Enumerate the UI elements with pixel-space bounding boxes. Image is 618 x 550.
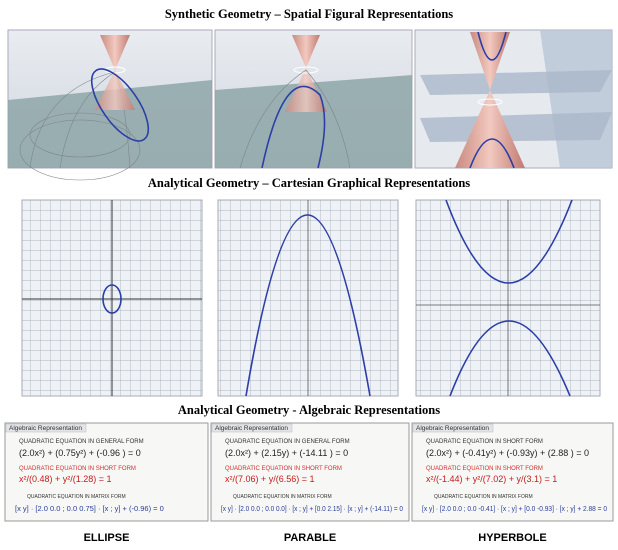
matrix-equation: [x y] · [2.0 0.0 ; 0.0 -0.41] · [x ; y] … <box>422 504 607 513</box>
spatial-parabola <box>215 30 412 168</box>
general-label: QUADRATIC EQUATION IN GENERAL FORM <box>19 439 144 445</box>
matrix-equation: [x y] · [2.0 0.0 ; 0.0 0.0] · [x ; y] + … <box>221 504 403 513</box>
short-equation: x²/(-1.44) + y²/(7.02) + y/(3.1) = 1 <box>426 474 557 484</box>
graph-parabola <box>218 200 398 396</box>
matrix-label: QUADRATIC EQUATION IN MATRIX FORM <box>233 494 332 500</box>
short-equation: x²/(0.48) + y²/(1.28) = 1 <box>19 474 112 484</box>
general-label: QUADRATIC EQUATION IN GENERAL FORM <box>225 439 350 445</box>
general-equation: (2.0x²) + (-0.41y²) + (-0.93y) + (2.88 )… <box>426 448 589 458</box>
short-label: QUADRATIC EQUATION IN SHORT FORM <box>426 466 543 472</box>
general-equation: (2.0x²) + (0.75y²) + (-0.96 ) = 0 <box>19 448 141 458</box>
section-title: Synthetic Geometry – Spatial Figural Rep… <box>165 7 453 21</box>
shape-name: PARABLE <box>284 532 336 544</box>
short-label: QUADRATIC EQUATION IN SHORT FORM <box>225 466 342 472</box>
shape-name: HYPERBOLE <box>478 532 546 544</box>
spatial-ellipse <box>8 30 212 180</box>
panel-tab-label: Algebraic Representation <box>416 425 489 432</box>
matrix-equation: [x y] · [2.0 0.0 ; 0.0 0.75] · [x ; y] +… <box>15 504 164 513</box>
section-title: Analytical Geometry - Algebraic Represen… <box>178 403 440 417</box>
section-title: Analytical Geometry – Cartesian Graphica… <box>148 176 470 190</box>
matrix-label: QUADRATIC EQUATION IN MATRIX FORM <box>27 494 126 500</box>
general-equation: (2.0x²) + (2.15y) + (-14.11 ) = 0 <box>225 448 348 458</box>
graph-ellipse <box>22 200 202 396</box>
short-equation: x²/(7.06) + y/(6.56) = 1 <box>225 474 315 484</box>
figure: Synthetic Geometry – Spatial Figural Rep… <box>0 0 618 550</box>
shape-name: ELLIPSE <box>84 532 130 544</box>
panel-tab-label: Algebraic Representation <box>215 425 288 432</box>
general-label: QUADRATIC EQUATION IN SHORT FORM <box>426 439 543 445</box>
spatial-hyperbola <box>415 30 612 168</box>
graph-hyperbola <box>416 200 600 396</box>
panel-tab-label: Algebraic Representation <box>9 425 82 432</box>
short-label: QUADRATIC EQUATION IN SHORT FORM <box>19 466 136 472</box>
matrix-label: QUADRATIC EQUATION IN MATRIX FORM <box>434 494 533 500</box>
